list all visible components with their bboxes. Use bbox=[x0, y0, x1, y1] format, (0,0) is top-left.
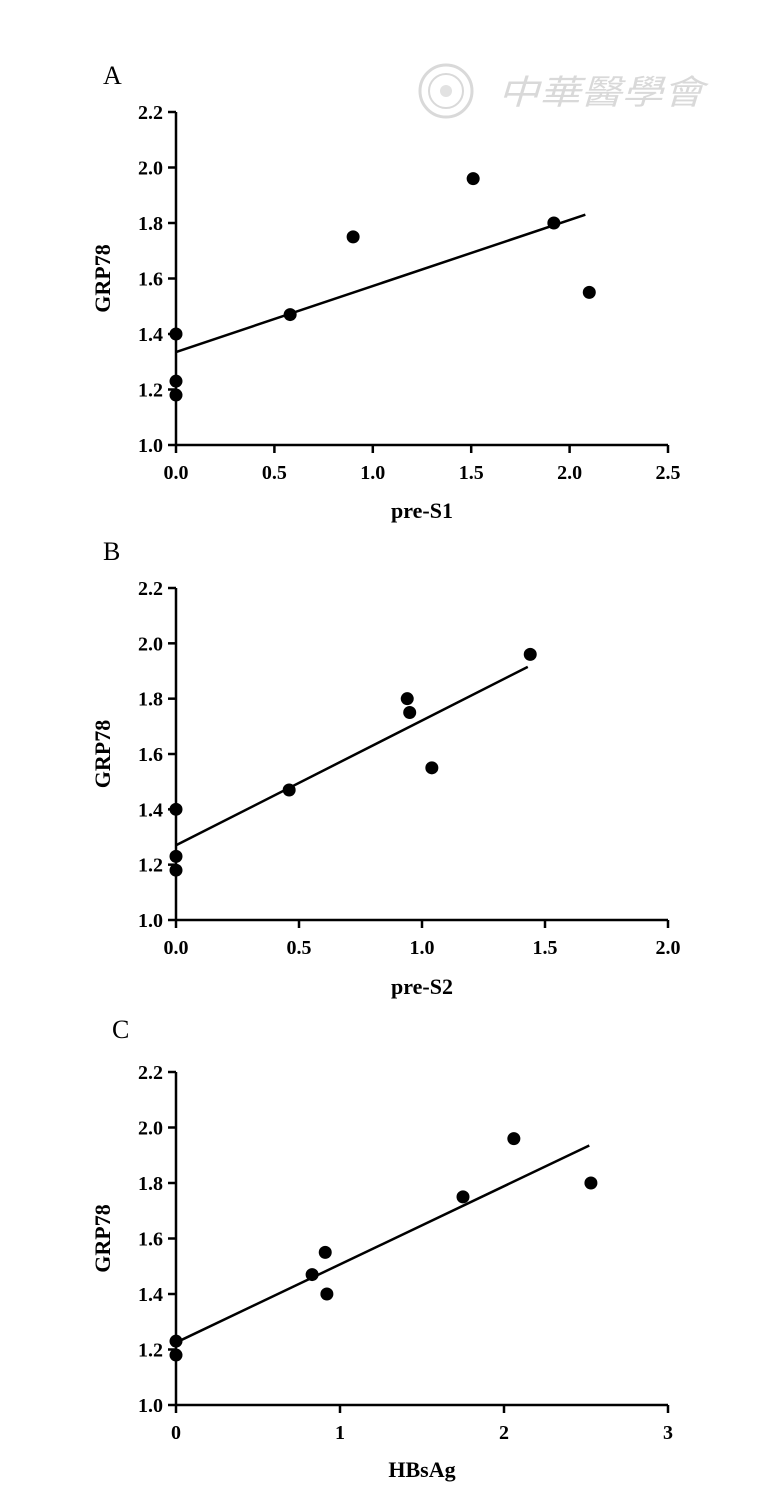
panel-letter: C bbox=[112, 1015, 129, 1044]
y-tick-label: 2.0 bbox=[138, 1118, 163, 1140]
y-tick-label: 1.2 bbox=[138, 1340, 163, 1362]
y-tick-label: 1.0 bbox=[138, 910, 163, 932]
data-point bbox=[425, 761, 439, 775]
y-tick-label: 2.0 bbox=[138, 158, 163, 180]
x-tick-label: 2.0 bbox=[557, 462, 582, 484]
data-point bbox=[169, 802, 183, 816]
y-tick-label: 1.6 bbox=[138, 744, 163, 766]
regression-line bbox=[175, 1144, 590, 1344]
data-point bbox=[456, 1190, 470, 1204]
data-point bbox=[282, 783, 296, 797]
watermark: 中華醫學會 bbox=[418, 63, 710, 119]
data-point bbox=[320, 1287, 334, 1301]
data-point bbox=[169, 1334, 183, 1348]
data-point bbox=[169, 863, 183, 877]
x-tick-label: 1.0 bbox=[410, 937, 435, 959]
data-point bbox=[169, 388, 183, 402]
chart-panel-c: C 1.0 1.2 1.4 1.6 1.8 2.0 2.2 0 1 2 3 HBsAg GRP78 bbox=[90, 1015, 673, 1482]
y-tick-label: 1.4 bbox=[138, 799, 163, 821]
data-point bbox=[169, 849, 183, 863]
y-axis-title: GRP78 bbox=[90, 244, 115, 312]
y-tick-label: 1.8 bbox=[138, 689, 163, 711]
data-point bbox=[547, 216, 561, 230]
panel-letter: B bbox=[103, 537, 120, 566]
y-tick-label: 1.0 bbox=[138, 435, 163, 457]
seal-logo-icon bbox=[418, 63, 474, 119]
y-tick-label: 2.0 bbox=[138, 633, 163, 655]
chart-panels: A 1.0 1.2 1.4 1.6 1.8 2.0 2.2 0.0 0.5 1.0 1.5 2.0 2.5… bbox=[90, 61, 681, 1482]
y-tick-label: 1.4 bbox=[138, 324, 163, 346]
x-tick-label: 2.0 bbox=[656, 937, 681, 959]
data-point bbox=[523, 647, 537, 661]
y-tick-label: 1.2 bbox=[138, 855, 163, 877]
x-tick-label: 1 bbox=[335, 1422, 345, 1444]
y-tick-label: 2.2 bbox=[138, 578, 163, 600]
y-axis-title: GRP78 bbox=[90, 1204, 115, 1272]
data-point bbox=[169, 374, 183, 388]
x-tick-label: 2 bbox=[499, 1422, 509, 1444]
panel-letter: A bbox=[103, 61, 122, 90]
data-point bbox=[169, 327, 183, 341]
data-point bbox=[582, 285, 596, 299]
chart-panel-a: A 1.0 1.2 1.4 1.6 1.8 2.0 2.2 0.0 0.5 1.0 1.5 2.0 2.5… bbox=[90, 61, 681, 523]
x-tick-label: 1.5 bbox=[459, 462, 484, 484]
x-axis-title: pre-S1 bbox=[391, 498, 453, 523]
data-point bbox=[305, 1268, 319, 1282]
data-point bbox=[400, 692, 414, 706]
x-tick-label: 0.5 bbox=[262, 462, 287, 484]
data-point bbox=[507, 1132, 521, 1146]
x-tick-label: 3 bbox=[663, 1422, 673, 1444]
y-axis-title: GRP78 bbox=[90, 720, 115, 788]
x-tick-label: 0.0 bbox=[164, 937, 189, 959]
y-tick-label: 2.2 bbox=[138, 102, 163, 124]
regression-line bbox=[175, 213, 586, 354]
x-tick-label: 1.5 bbox=[533, 937, 558, 959]
y-tick-label: 1.2 bbox=[138, 380, 163, 402]
x-tick-label: 0.5 bbox=[287, 937, 312, 959]
x-tick-label: 0.0 bbox=[164, 462, 189, 484]
y-tick-label: 1.6 bbox=[138, 269, 163, 291]
x-tick-label: 0 bbox=[171, 1422, 181, 1444]
data-point bbox=[466, 172, 480, 186]
y-tick-label: 1.0 bbox=[138, 1395, 163, 1417]
chart-panel-b: B 1.0 1.2 1.4 1.6 1.8 2.0 2.2 0.0 0.5 1.0 1.5 2.0 pre… bbox=[90, 537, 681, 999]
data-point bbox=[283, 308, 297, 322]
x-axis-title: HBsAg bbox=[388, 1457, 455, 1482]
y-tick-label: 1.4 bbox=[138, 1284, 163, 1306]
y-tick-label: 2.2 bbox=[138, 1062, 163, 1084]
watermark-text: 中華醫學會 bbox=[498, 75, 710, 112]
y-tick-label: 1.6 bbox=[138, 1229, 163, 1251]
y-tick-label: 1.8 bbox=[138, 1173, 163, 1195]
y-tick-label: 1.8 bbox=[138, 213, 163, 235]
regression-line bbox=[175, 665, 529, 847]
data-point bbox=[346, 230, 360, 244]
data-point bbox=[318, 1245, 332, 1259]
data-point bbox=[403, 706, 417, 719]
x-tick-label: 1.0 bbox=[360, 462, 385, 484]
x-axis-title: pre-S2 bbox=[391, 974, 453, 999]
data-point bbox=[584, 1176, 598, 1190]
data-point bbox=[169, 1348, 183, 1362]
x-tick-label: 2.5 bbox=[656, 462, 681, 484]
